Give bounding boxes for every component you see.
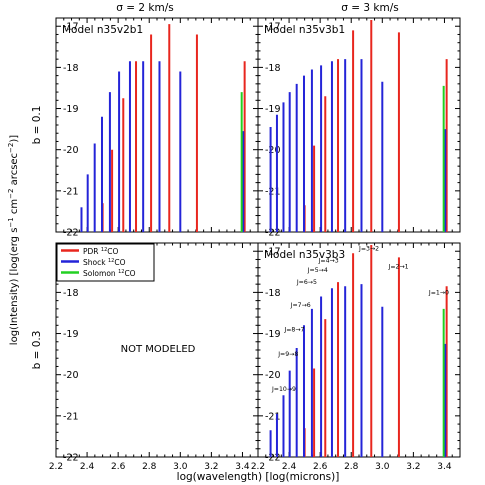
x-tick-label: 3.2 <box>204 462 218 472</box>
y-tick-label: -19 <box>63 104 79 115</box>
y-tick-label: -21 <box>63 186 79 197</box>
transition-label: J=10→9 <box>271 386 296 393</box>
y-tick-label: -20 <box>265 145 281 156</box>
x-tick-label: 2.6 <box>313 462 328 472</box>
series-shock <box>269 284 447 457</box>
panel-title: Model n35v2b1 <box>62 24 143 36</box>
x-tick-label: 3.4 <box>437 462 452 472</box>
panel-title: Model n35v3b1 <box>264 24 345 36</box>
column-title-right: σ = 3 km/s <box>341 2 398 14</box>
y-tick-label: -22 <box>63 453 79 464</box>
chart-bottom-right: Model n35v3b3 J=10→9 J=9→8 J=8→7 J=7→6 J=6→5 J… <box>264 245 449 457</box>
x-tick-label: 2.4 <box>80 462 95 472</box>
y-tick-label: -19 <box>265 104 281 115</box>
chart-top-left: Model n35v2b1 <box>62 24 246 232</box>
y-tick-label: -21 <box>265 411 281 422</box>
row-title-bottom: b = 0.3 <box>31 331 43 370</box>
panel-frame-top-left <box>55 17 259 233</box>
transition-label: J=2→1 <box>388 264 409 271</box>
panel-frame-bottom-right <box>257 242 461 458</box>
axes-bottom-right: 2.2 2.4 2.6 2.8 3.0 3.2 3.4 -17 -18 -19 -20 -21 -22 <box>251 242 461 472</box>
transition-label: J=1→0 <box>428 289 449 296</box>
axes-top-left: -17 -18 -19 -20 -21 -22 <box>55 17 259 239</box>
series-shock <box>269 59 447 232</box>
y-tick-label: -17 <box>265 22 281 33</box>
x-tick-label: 2.2 <box>49 462 63 472</box>
transition-label: J=6→5 <box>296 279 317 286</box>
transition-label: J=8→7 <box>283 326 304 333</box>
y-tick-label: -19 <box>265 329 281 340</box>
y-tick-label: -21 <box>63 411 79 422</box>
y-tick-label: -18 <box>63 63 79 74</box>
column-title-left: σ = 2 km/s <box>116 2 173 14</box>
series-pdr <box>303 20 448 232</box>
y-tick-label: -20 <box>265 370 281 381</box>
y-tick-label: -22 <box>265 453 281 464</box>
series-shock <box>80 61 245 232</box>
y-tick-label: -22 <box>63 228 79 239</box>
y-tick-label: -22 <box>265 228 281 239</box>
transition-label: J=4→3 <box>318 257 339 264</box>
x-axis-label: log(wavelength) [log(microns)] <box>177 471 340 483</box>
axes-top-right: -17 -18 -19 -20 -21 -22 <box>257 17 461 239</box>
y-tick-label: -17 <box>265 247 281 258</box>
legend-label: PDR 12CO <box>83 247 119 256</box>
y-tick-label: -21 <box>265 186 281 197</box>
x-tick-label: 3.0 <box>173 462 188 472</box>
legend-label: Solomon 12CO <box>83 269 136 278</box>
legend: PDR 12CO Shock 12CO Solomon 12CO <box>56 243 155 282</box>
x-tick-label: 2.8 <box>344 462 359 472</box>
y-tick-label: -18 <box>265 288 281 299</box>
y-tick-label: -20 <box>63 145 79 156</box>
series-pdr <box>303 245 448 457</box>
x-tick-label: 2.8 <box>142 462 157 472</box>
legend-label: Shock 12CO <box>83 258 126 267</box>
y-tick-label: -19 <box>63 329 79 340</box>
x-tick-label: 3.4 <box>235 462 250 472</box>
panel-frame-top-right <box>257 17 461 233</box>
x-tick-label: 3.0 <box>375 462 390 472</box>
row-title-top: b = 0.1 <box>31 106 43 145</box>
panel-title: Model n35v3b3 <box>264 249 345 261</box>
transition-label: J=9→8 <box>277 351 298 358</box>
y-tick-label: -18 <box>265 63 281 74</box>
x-tick-label: 2.4 <box>282 462 297 472</box>
chart-top-right: Model n35v3b1 <box>264 20 448 232</box>
series-pdr <box>101 24 246 232</box>
y-axis-label: log(Intensity) [log(erg s−1 cm−2 arcsec−… <box>7 135 20 345</box>
transition-label: J=7→6 <box>290 302 311 309</box>
not-modeled-label: NOT MODELED <box>121 344 196 355</box>
x-tick-label: 3.2 <box>406 462 420 472</box>
y-tick-label: -20 <box>63 370 79 381</box>
x-tick-label: 2.2 <box>251 462 265 472</box>
transition-label: J=5→4 <box>307 267 328 274</box>
transition-label: J=3→2 <box>358 245 379 252</box>
y-tick-label: -18 <box>63 288 79 299</box>
x-tick-label: 2.6 <box>111 462 126 472</box>
y-tick-label: -17 <box>63 22 79 33</box>
